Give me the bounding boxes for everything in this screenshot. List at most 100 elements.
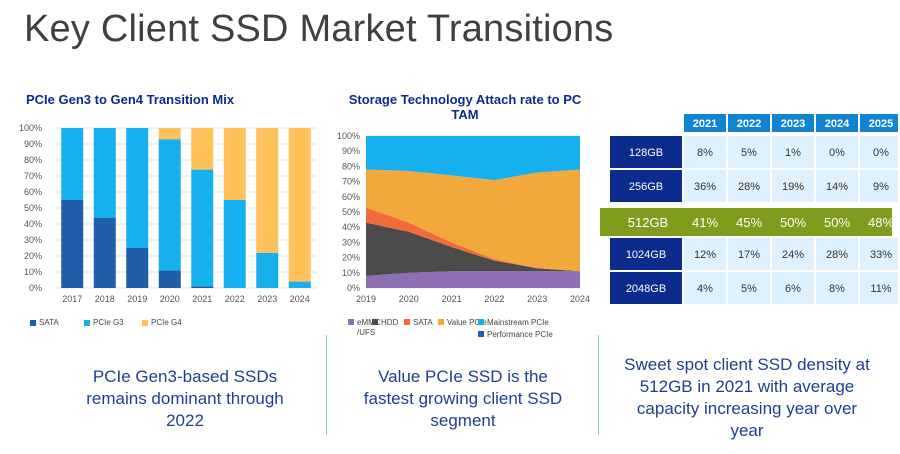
x-tick-label: 2017 — [62, 294, 82, 304]
row-label-bg — [610, 272, 682, 304]
table-cell-bg — [684, 238, 726, 270]
table-cell-bg — [816, 238, 858, 270]
row-label-bg — [610, 136, 682, 168]
legend-swatch — [84, 319, 90, 326]
column-header: 2021 — [693, 118, 717, 130]
table-cell: 9% — [873, 181, 889, 193]
table-cell: 12% — [694, 249, 716, 261]
right-caption: Sweet spot client SSD density at 512GB i… — [624, 355, 870, 440]
legend-swatch — [348, 319, 354, 325]
y-tick-label: 80% — [24, 155, 42, 165]
table-cell-bg — [860, 272, 898, 304]
table-cell: 19% — [782, 181, 804, 193]
y-tick-label: 50% — [342, 207, 360, 217]
bar-pcie-g3 — [126, 128, 149, 248]
table-cell-bg — [816, 136, 858, 168]
column-header: 2024 — [825, 118, 850, 130]
bar-pcie-g4 — [223, 128, 246, 200]
table-cell-bg — [860, 238, 898, 270]
legend-swatch — [142, 319, 148, 326]
row-label-bg — [610, 170, 682, 202]
table-cell: 5% — [741, 147, 757, 159]
table-cell: 33% — [870, 249, 892, 261]
y-tick-label: 0% — [29, 283, 42, 293]
table-cell-bg — [728, 238, 770, 270]
middle-chart-title: Storage Technology Attach rate to PC TAM — [348, 92, 582, 122]
table-cell: 5% — [741, 283, 757, 295]
bar-pcie-g3 — [256, 252, 279, 288]
area-mainstream-pcie — [366, 136, 580, 181]
y-tick-label: 90% — [24, 139, 42, 149]
left-chart-title: PCIe Gen3 to Gen4 Transition Mix — [26, 92, 235, 107]
row-label: 128GB — [629, 147, 663, 159]
legend-label: Performance PCIe — [487, 330, 553, 339]
y-tick-label: 10% — [24, 267, 42, 277]
column-header-bg — [772, 114, 814, 132]
table-cell-bg — [728, 170, 770, 202]
table-cell: 8% — [829, 283, 845, 295]
table-cell-bg — [860, 170, 898, 202]
bar-pcie-g4 — [256, 128, 279, 253]
column-header-bg — [684, 114, 726, 132]
table-cell-bg — [860, 136, 898, 168]
table-cell: 45% — [736, 215, 762, 230]
bar-pcie-g3 — [93, 128, 116, 218]
y-tick-label: 40% — [342, 222, 360, 232]
bar-sata — [126, 248, 149, 288]
bar-pcie-g3 — [158, 139, 181, 271]
x-tick-label: 2024 — [290, 294, 310, 304]
legend-swatch — [478, 319, 484, 325]
column-header: 2023 — [781, 118, 805, 130]
table-cell-bg — [772, 170, 814, 202]
legend-swatch — [30, 319, 36, 326]
y-tick-label: 80% — [342, 161, 360, 171]
bar-pcie-g3 — [61, 128, 84, 200]
x-tick-label: 2021 — [442, 294, 462, 304]
y-tick-label: 70% — [24, 171, 42, 181]
left-caption: PCIe Gen3-based SSDs remains dominant th… — [86, 367, 284, 430]
x-tick-label: 2023 — [257, 294, 277, 304]
divider-left — [326, 335, 327, 435]
table-cell: 8% — [697, 147, 713, 159]
table-cell: 17% — [738, 249, 760, 261]
table-cell-bg — [816, 170, 858, 202]
x-tick-label: 2020 — [160, 294, 180, 304]
bar-pcie-g4 — [158, 128, 181, 140]
ssd-density-table: 2021 2022 2023 2024 2025 128GB 8% 5% 1% 0% 0% 256GB… — [600, 114, 898, 304]
area-value-pcie — [366, 169, 580, 272]
area-emmc-ufs — [366, 271, 580, 288]
y-tick-label: 90% — [342, 146, 360, 156]
table-cell-bg — [772, 136, 814, 168]
column-header-bg — [816, 114, 858, 132]
y-tick-label: 30% — [342, 237, 360, 247]
y-tick-label: 20% — [24, 251, 42, 261]
y-tick-label: 0% — [347, 283, 360, 293]
table-cell: 0% — [873, 147, 889, 159]
y-tick-label: 60% — [342, 192, 360, 202]
table-cell-bg — [684, 170, 726, 202]
legend-item: PCIe G4 — [142, 318, 182, 327]
table-cell: 50% — [824, 215, 850, 230]
table-cell-bg — [816, 272, 858, 304]
table-cell: 24% — [782, 249, 804, 261]
y-tick-label: 10% — [342, 268, 360, 278]
legend-label: eMMC /UFS — [357, 318, 381, 337]
column-header-bg — [728, 114, 770, 132]
column-header: 2025 — [869, 118, 893, 130]
x-tick-label: 2021 — [192, 294, 212, 304]
page-title: Key Client SSD Market Transitions — [24, 8, 614, 50]
row-label-bg — [610, 238, 682, 270]
bar-pcie-g3 — [223, 200, 246, 288]
legend-item: SATA — [404, 318, 433, 327]
x-tick-label: 2022 — [225, 294, 245, 304]
x-tick-label: 2023 — [527, 294, 547, 304]
column-header: 2022 — [737, 118, 761, 130]
row-label: 256GB — [629, 181, 663, 193]
y-tick-label: 100% — [337, 131, 360, 141]
legend-label: HDD — [381, 318, 399, 327]
legend-label: PCIe G4 — [151, 318, 182, 327]
legend-swatch — [478, 331, 484, 337]
x-tick-label: 2020 — [399, 294, 419, 304]
legend-item: PCIe G3 — [84, 318, 124, 327]
table-cell-bg — [728, 136, 770, 168]
